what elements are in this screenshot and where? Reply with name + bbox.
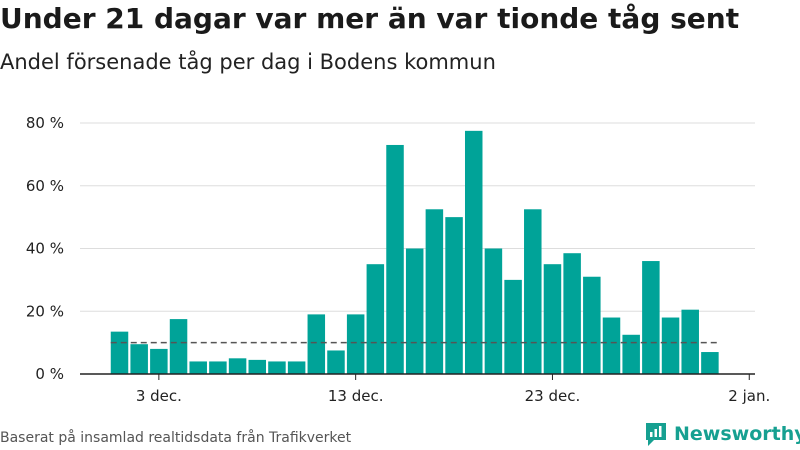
bar <box>189 361 207 374</box>
bar <box>524 209 542 374</box>
bar <box>484 248 503 374</box>
bar <box>425 209 444 374</box>
bar <box>504 279 522 374</box>
y-tick-label: 40 % <box>26 240 64 258</box>
y-tick-label: 0 % <box>35 365 64 383</box>
x-tick-label: 2 jan. <box>728 387 770 405</box>
bar <box>307 314 326 374</box>
y-tick-label: 60 % <box>26 177 64 195</box>
chart-subtitle: Andel försenade tåg per dag i Bodens kom… <box>0 50 496 74</box>
newsworthy-brand[interactable]: Newsworthy <box>644 421 800 447</box>
bar <box>327 350 345 374</box>
bar <box>169 319 188 374</box>
bar-chart: 0 % 20 % 40 % 60 % 80 % 3 dec. 13 dec. 23 dec. 2… <box>26 114 770 405</box>
newsworthy-logo-icon <box>646 423 666 446</box>
bar <box>405 248 424 374</box>
y-tick-label: 20 % <box>26 302 64 320</box>
bar <box>150 348 168 374</box>
tick-labels: 0 % 20 % 40 % 60 % 80 % 3 dec. 13 dec. 23 dec. 2… <box>26 114 770 405</box>
brand-name: Newsworthy <box>674 423 800 445</box>
x-tick-label: 23 dec. <box>525 387 581 405</box>
chart-title: Under 21 dagar var mer än var tionde tåg… <box>0 2 740 35</box>
bar <box>386 144 404 374</box>
bar <box>602 317 621 374</box>
bar <box>681 309 699 374</box>
y-tick-label: 80 % <box>26 114 64 132</box>
bar <box>268 361 286 374</box>
bar <box>661 317 680 374</box>
bar <box>445 217 463 374</box>
source-note: Baserat på insamlad realtidsdata från Tr… <box>0 430 352 446</box>
bar <box>563 253 581 374</box>
bar <box>366 264 385 374</box>
bar <box>642 261 660 374</box>
bar <box>346 314 365 374</box>
bar <box>622 334 640 374</box>
bar <box>130 344 148 374</box>
bar <box>583 276 601 374</box>
x-tick-label: 3 dec. <box>136 387 182 405</box>
axes <box>80 373 755 380</box>
bars <box>110 130 719 374</box>
bar <box>110 331 129 374</box>
bar <box>464 130 483 374</box>
bar <box>701 352 719 374</box>
bar <box>543 264 562 374</box>
bar <box>209 361 227 374</box>
x-tick-label: 13 dec. <box>328 387 384 405</box>
bar <box>248 359 267 374</box>
bar <box>287 361 306 374</box>
bar <box>228 358 247 374</box>
